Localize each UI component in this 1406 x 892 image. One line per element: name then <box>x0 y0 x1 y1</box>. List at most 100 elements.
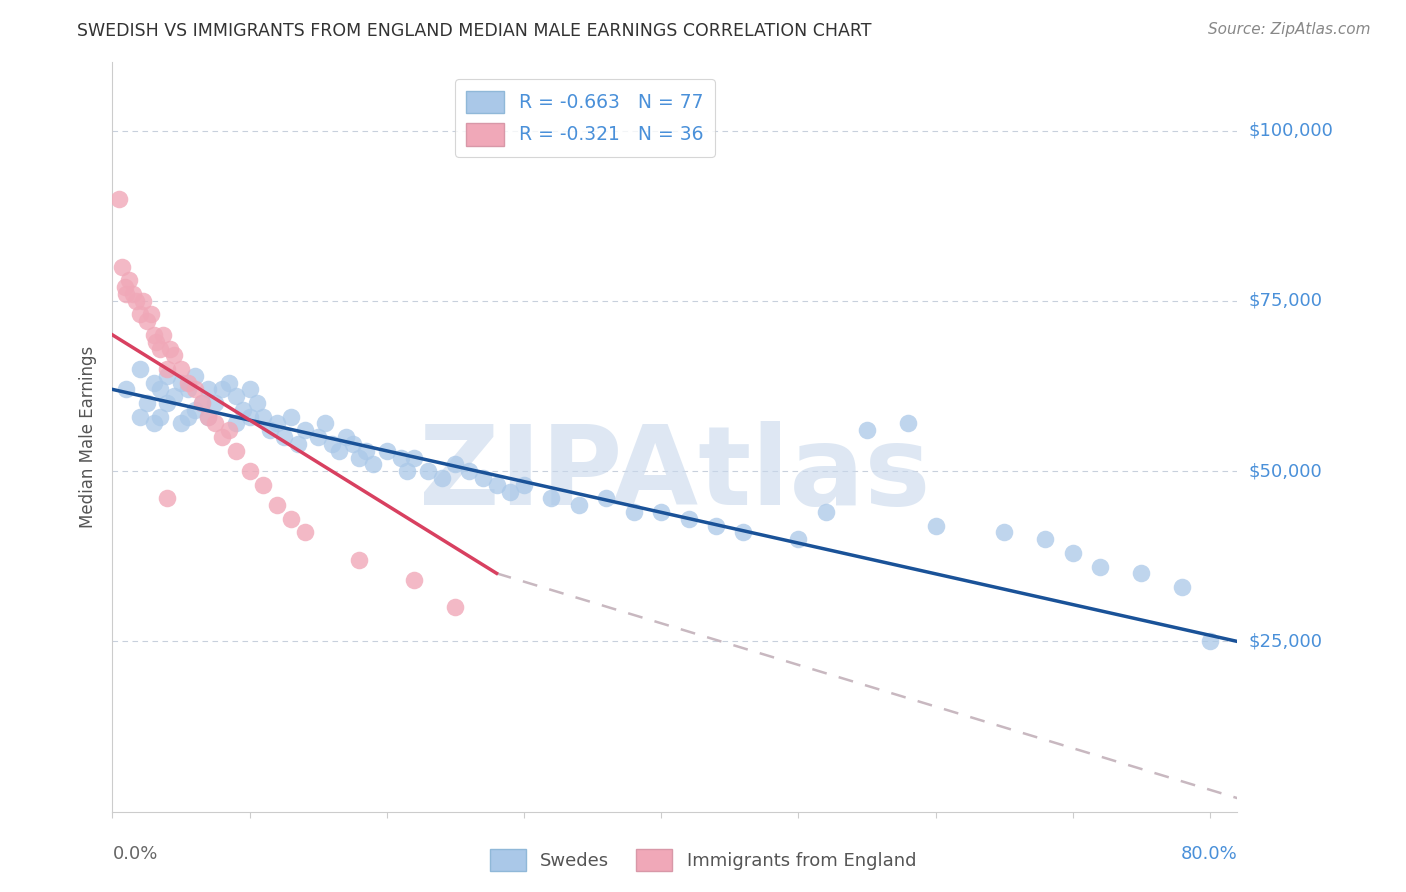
Point <box>184 383 207 397</box>
Point <box>650 505 672 519</box>
Text: $50,000: $50,000 <box>1249 462 1322 480</box>
Point <box>416 464 439 478</box>
Text: Source: ZipAtlas.com: Source: ZipAtlas.com <box>1208 22 1371 37</box>
Point <box>678 512 700 526</box>
Y-axis label: Median Male Earnings: Median Male Earnings <box>79 346 97 528</box>
Point <box>404 450 426 465</box>
Point <box>540 491 562 506</box>
Point <box>170 362 193 376</box>
Text: SWEDISH VS IMMIGRANTS FROM ENGLAND MEDIAN MALE EARNINGS CORRELATION CHART: SWEDISH VS IMMIGRANTS FROM ENGLAND MEDIA… <box>77 22 872 40</box>
Point <box>361 458 384 472</box>
Point <box>294 525 316 540</box>
Point <box>197 409 219 424</box>
Point <box>115 383 138 397</box>
Point <box>190 396 212 410</box>
Point <box>149 383 172 397</box>
Point <box>197 409 219 424</box>
Point <box>856 423 879 437</box>
Point <box>259 423 281 437</box>
Point <box>239 383 262 397</box>
Point <box>444 600 467 615</box>
Point <box>145 334 167 349</box>
Point <box>125 293 148 308</box>
Point <box>430 471 453 485</box>
Point <box>118 273 141 287</box>
Point <box>787 533 810 547</box>
Point <box>156 362 179 376</box>
Point <box>177 383 200 397</box>
Point <box>142 417 165 431</box>
Legend: R = -0.663   N = 77, R = -0.321   N = 36: R = -0.663 N = 77, R = -0.321 N = 36 <box>456 79 714 157</box>
Point <box>135 314 157 328</box>
Point <box>342 437 364 451</box>
Point <box>184 368 207 383</box>
Point <box>1033 533 1056 547</box>
Point <box>354 443 377 458</box>
Point <box>149 409 172 424</box>
Point <box>156 396 179 410</box>
Point <box>152 327 174 342</box>
Point <box>159 342 181 356</box>
Point <box>321 437 343 451</box>
Text: $100,000: $100,000 <box>1249 121 1333 139</box>
Point <box>122 287 145 301</box>
Point <box>129 308 152 322</box>
Text: 0.0%: 0.0% <box>112 846 157 863</box>
Point <box>156 368 179 383</box>
Point <box>225 417 247 431</box>
Point <box>307 430 329 444</box>
Point <box>294 423 316 437</box>
Point <box>814 505 837 519</box>
Point <box>211 430 233 444</box>
Point <box>349 450 371 465</box>
Point <box>280 409 302 424</box>
Point <box>108 192 131 206</box>
Point <box>197 383 219 397</box>
Point <box>252 477 274 491</box>
Point <box>513 477 536 491</box>
Point <box>471 471 494 485</box>
Point <box>396 464 419 478</box>
Point <box>177 376 200 390</box>
Point <box>115 287 138 301</box>
Point <box>287 437 309 451</box>
Point <box>190 396 212 410</box>
Point <box>335 430 357 444</box>
Point <box>568 498 591 512</box>
Text: ZIPAtlas: ZIPAtlas <box>419 421 931 528</box>
Point <box>131 293 153 308</box>
Point <box>897 417 920 431</box>
Point <box>163 389 186 403</box>
Point <box>184 402 207 417</box>
Point <box>993 525 1015 540</box>
Point <box>129 409 152 424</box>
Point <box>129 362 152 376</box>
Point <box>924 518 946 533</box>
Point <box>1198 634 1220 648</box>
Point <box>232 402 254 417</box>
Text: $25,000: $25,000 <box>1249 632 1323 650</box>
Point <box>163 348 186 362</box>
Point <box>266 498 288 512</box>
Point <box>225 389 247 403</box>
Point <box>1062 546 1084 560</box>
Point <box>142 376 165 390</box>
Point <box>239 409 262 424</box>
Point <box>375 443 398 458</box>
Point <box>273 430 295 444</box>
Text: $75,000: $75,000 <box>1249 292 1323 310</box>
Point <box>149 342 172 356</box>
Point <box>389 450 412 465</box>
Point <box>485 477 508 491</box>
Point <box>314 417 336 431</box>
Point <box>211 383 233 397</box>
Point <box>252 409 274 424</box>
Point <box>204 396 226 410</box>
Point <box>114 280 136 294</box>
Point <box>218 376 240 390</box>
Point <box>156 491 179 506</box>
Point <box>170 376 193 390</box>
Point <box>444 458 467 472</box>
Legend: Swedes, Immigrants from England: Swedes, Immigrants from England <box>482 842 924 879</box>
Point <box>135 396 157 410</box>
